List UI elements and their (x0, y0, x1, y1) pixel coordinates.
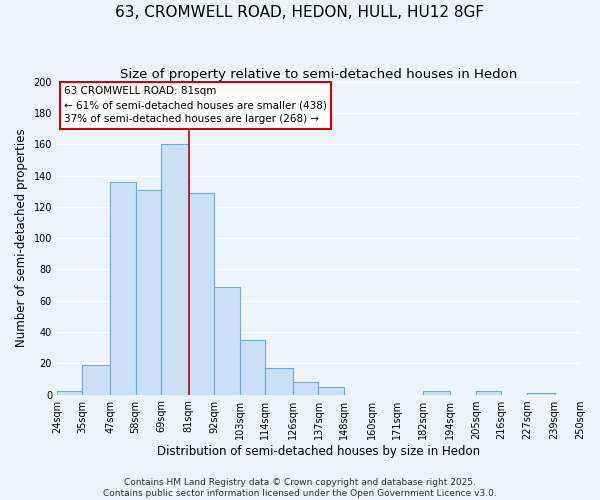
Bar (82, 365, 110, 394)
Bar (136, 190, 161, 394)
Bar (240, 340, 265, 394)
Bar (189, 193, 214, 394)
Bar (161, 144, 189, 395)
Bar (293, 382, 319, 394)
Bar (476, 392, 502, 394)
Title: Size of property relative to semi-detached houses in Hedon: Size of property relative to semi-detach… (120, 68, 517, 80)
Bar (422, 392, 451, 394)
Text: 63, CROMWELL ROAD, HEDON, HULL, HU12 8GF: 63, CROMWELL ROAD, HEDON, HULL, HU12 8GF (115, 5, 485, 20)
Bar (527, 393, 554, 394)
X-axis label: Distribution of semi-detached houses by size in Hedon: Distribution of semi-detached houses by … (157, 444, 480, 458)
Y-axis label: Number of semi-detached properties: Number of semi-detached properties (15, 129, 28, 348)
Text: Contains HM Land Registry data © Crown copyright and database right 2025.
Contai: Contains HM Land Registry data © Crown c… (103, 478, 497, 498)
Bar (214, 286, 240, 395)
Bar (110, 182, 136, 394)
Text: 63 CROMWELL ROAD: 81sqm
← 61% of semi-detached houses are smaller (438)
37% of s: 63 CROMWELL ROAD: 81sqm ← 61% of semi-de… (64, 86, 327, 124)
Bar (265, 368, 293, 394)
Bar (319, 387, 344, 394)
Bar (57, 392, 82, 394)
